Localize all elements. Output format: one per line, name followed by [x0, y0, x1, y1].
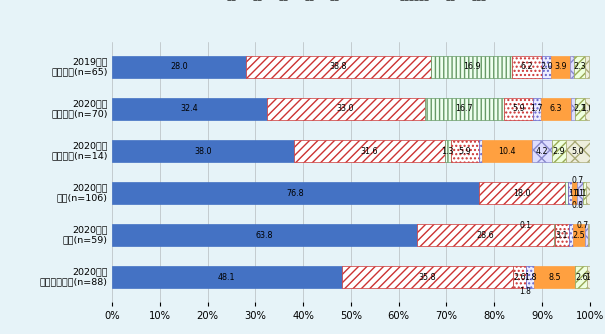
Text: 1.1: 1.1: [569, 188, 581, 197]
Legend: 現地, 日本, 米国, 中国, 韓国, ASEAN, その他アジア, 欧州, その他: 現地, 日本, 米国, 中国, 韓国, ASEAN, その他アジア, 欧州, そ…: [214, 0, 488, 2]
Text: 8.5: 8.5: [549, 273, 561, 282]
Text: 76.8: 76.8: [287, 188, 304, 197]
Text: 0.8: 0.8: [572, 201, 584, 210]
Bar: [482, 140, 532, 162]
Bar: [532, 140, 552, 162]
Text: 1.3: 1.3: [442, 147, 454, 156]
Bar: [575, 266, 587, 288]
Bar: [552, 140, 566, 162]
Text: 2.5: 2.5: [572, 230, 585, 239]
Text: 1.7: 1.7: [530, 105, 543, 114]
Bar: [583, 182, 586, 204]
Bar: [571, 98, 575, 120]
Bar: [425, 98, 505, 120]
Text: 0.1: 0.1: [519, 221, 531, 230]
Bar: [569, 224, 573, 246]
Text: 18.0: 18.0: [513, 188, 531, 197]
Text: 1.8: 1.8: [586, 273, 598, 282]
Bar: [431, 56, 512, 78]
Bar: [574, 56, 585, 78]
Bar: [479, 182, 565, 204]
Bar: [479, 140, 482, 162]
Bar: [554, 224, 555, 246]
Bar: [572, 182, 577, 204]
Text: 6.3: 6.3: [549, 105, 562, 114]
Bar: [555, 224, 569, 246]
Text: 5.0: 5.0: [572, 147, 584, 156]
Bar: [585, 98, 590, 120]
Bar: [587, 266, 596, 288]
Text: 3.1: 3.1: [555, 230, 568, 239]
Text: 2.1: 2.1: [574, 105, 586, 114]
Bar: [451, 140, 479, 162]
Text: 1.8: 1.8: [524, 273, 537, 282]
Text: 31.6: 31.6: [361, 147, 378, 156]
Bar: [570, 56, 574, 78]
Text: 33.0: 33.0: [337, 105, 355, 114]
Bar: [586, 182, 590, 204]
Bar: [112, 266, 342, 288]
Bar: [541, 56, 551, 78]
Text: 10.4: 10.4: [499, 147, 516, 156]
Text: 32.4: 32.4: [180, 105, 198, 114]
Text: 38.0: 38.0: [194, 147, 212, 156]
Text: 5.9: 5.9: [459, 147, 471, 156]
Bar: [575, 98, 585, 120]
Bar: [267, 98, 425, 120]
Bar: [534, 266, 575, 288]
Bar: [417, 224, 554, 246]
Bar: [566, 140, 590, 162]
Text: 35.8: 35.8: [419, 273, 436, 282]
Bar: [532, 98, 541, 120]
Bar: [512, 56, 541, 78]
Bar: [541, 98, 571, 120]
Text: 28.6: 28.6: [476, 230, 494, 239]
Text: 38.8: 38.8: [330, 62, 347, 71]
Text: 2.3: 2.3: [574, 62, 586, 71]
Bar: [246, 56, 431, 78]
Bar: [573, 224, 584, 246]
Bar: [526, 266, 534, 288]
Bar: [584, 224, 588, 246]
Bar: [445, 140, 451, 162]
Bar: [551, 56, 570, 78]
Bar: [293, 140, 445, 162]
Text: 1.0: 1.0: [581, 105, 594, 114]
Text: 4.2: 4.2: [536, 147, 548, 156]
Text: 6.2: 6.2: [520, 62, 533, 71]
Bar: [505, 98, 532, 120]
Bar: [112, 182, 479, 204]
Bar: [585, 56, 589, 78]
Text: 1.1: 1.1: [572, 188, 584, 197]
Bar: [112, 140, 293, 162]
Bar: [568, 182, 572, 204]
Text: 3.9: 3.9: [554, 62, 567, 71]
Bar: [342, 266, 513, 288]
Text: 1.1: 1.1: [574, 188, 586, 197]
Text: 48.1: 48.1: [218, 273, 235, 282]
Text: 16.7: 16.7: [456, 105, 473, 114]
Text: 5.9: 5.9: [512, 105, 525, 114]
Text: 2.9: 2.9: [553, 147, 566, 156]
Bar: [565, 182, 568, 204]
Bar: [112, 98, 267, 120]
Text: 16.9: 16.9: [463, 62, 480, 71]
Bar: [514, 266, 526, 288]
Text: 28.0: 28.0: [170, 62, 188, 71]
Text: 2.6: 2.6: [575, 273, 587, 282]
Bar: [112, 224, 417, 246]
Bar: [577, 182, 583, 204]
Text: 0.7: 0.7: [572, 176, 584, 185]
Text: 2.6: 2.6: [513, 273, 526, 282]
Bar: [112, 56, 246, 78]
Text: 1.8: 1.8: [520, 287, 531, 296]
Text: 2.0: 2.0: [540, 62, 553, 71]
Text: 0.7: 0.7: [577, 221, 589, 230]
Text: 63.8: 63.8: [256, 230, 273, 239]
